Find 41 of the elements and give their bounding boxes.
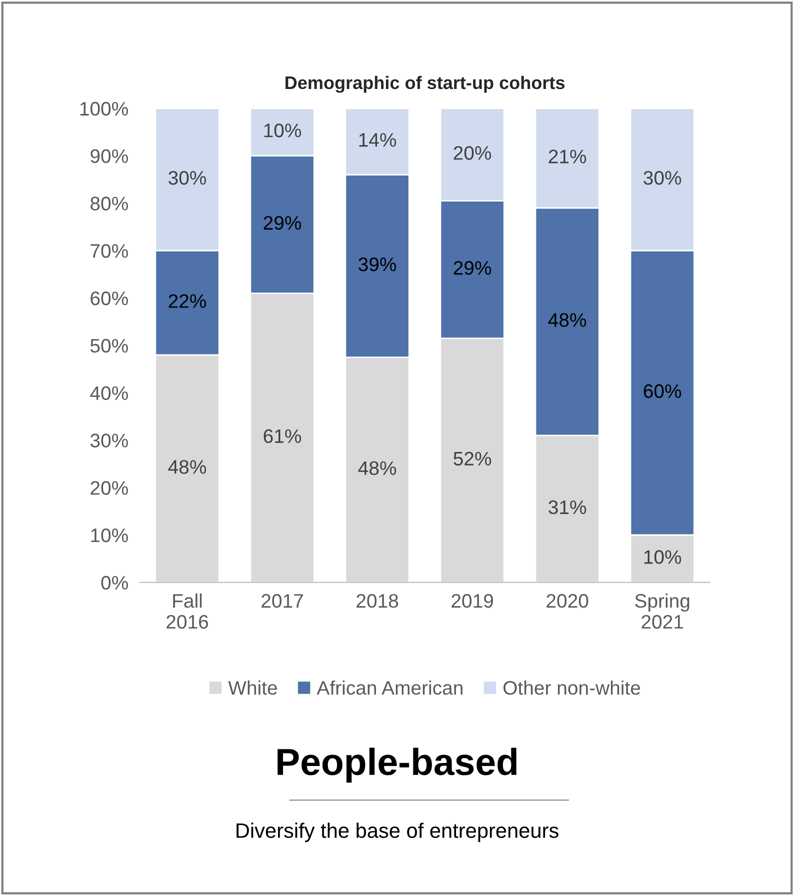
data-label: 48% [168, 460, 206, 474]
x-tick-label: 2018 [356, 594, 398, 608]
data-label: 21% [548, 150, 586, 164]
data-label: 10% [644, 550, 682, 564]
data-label: 14% [359, 133, 396, 147]
data-label: 22% [168, 294, 206, 308]
y-tick-label: 0% [101, 576, 128, 590]
y-tick-label: 70% [90, 244, 128, 258]
data-label: 60% [644, 384, 682, 398]
data-label: 48% [548, 313, 586, 327]
text: People-based [278, 748, 516, 783]
text: Diversify the base of entrepreneurs [236, 822, 558, 842]
data-label: 29% [454, 261, 492, 275]
x-tick-label: 2019 [452, 594, 494, 608]
y-tick-label: 90% [90, 149, 128, 164]
chart-title: Demographic of start-up cohorts [286, 76, 564, 93]
y-tick-label: 80% [90, 196, 128, 210]
data-label: 31% [548, 500, 586, 514]
x-tick-label: Fall 2016 [166, 594, 208, 629]
data-label: 39% [358, 257, 396, 272]
y-tick-label: 10% [91, 528, 128, 542]
legend-label: White [228, 680, 277, 695]
data-label: 29% [264, 216, 302, 230]
x-tick-label: 2020 [546, 594, 588, 608]
data-label: 20% [454, 146, 492, 160]
legend-label: African American [316, 680, 462, 695]
data-label: 52% [454, 452, 492, 466]
data-label: 10% [264, 124, 302, 138]
data-label: 61% [264, 429, 302, 444]
data-label: 30% [644, 170, 682, 185]
y-tick-label: 30% [90, 434, 128, 448]
y-tick-label: 100% [80, 102, 128, 116]
y-tick-label: 50% [90, 338, 128, 353]
data-label: 30% [168, 170, 206, 185]
y-tick-label: 40% [90, 386, 128, 400]
x-tick-label: Spring 2021 [635, 594, 690, 629]
y-tick-label: 20% [90, 481, 128, 495]
y-tick-label: 60% [90, 291, 128, 306]
legend-label: Other non-white [503, 680, 640, 695]
data-label: 48% [358, 461, 396, 476]
x-tick-label: 2017 [262, 594, 303, 608]
